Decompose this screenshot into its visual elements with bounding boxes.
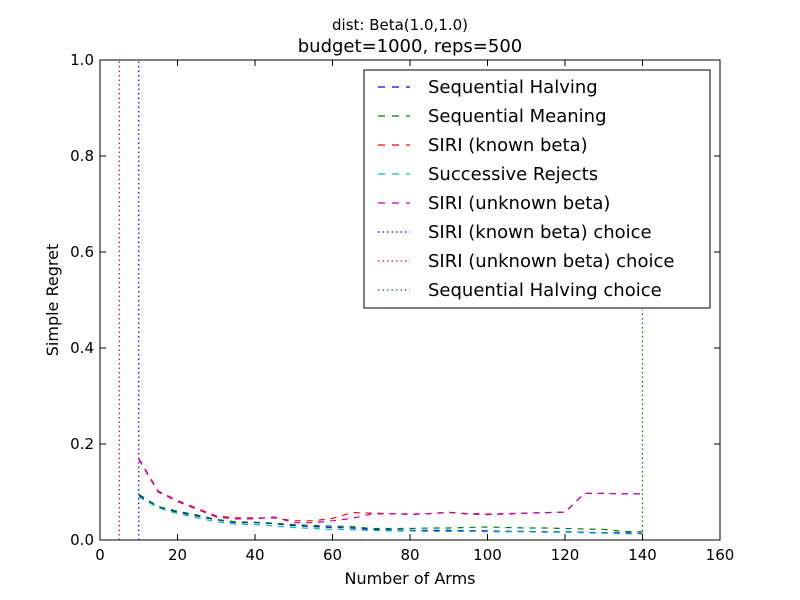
legend-label: SIRI (unknown beta) choice [428,251,674,272]
x-tick-label: 120 [551,546,580,564]
legend-label: Sequential Meaning [428,106,607,127]
series-line-3 [138,458,643,522]
plot-frame [99,59,721,541]
legend-label: SIRI (unknown beta) [428,193,610,214]
x-tick-label: 40 [245,546,264,564]
x-tick-label: 100 [473,546,502,564]
chart-suptitle: dist: Beta(1.0,1.0) [332,16,468,34]
axis-ticks: 0 20 40 60 80 100 120 140 160 0.0 0.2 0.4 0.6 0.8 1.0 [70,51,734,564]
x-axis-label: Number of Arms [344,569,475,588]
legend-label: SIRI (known beta) choice [428,222,652,243]
legend-label: Sequential Halving [428,77,598,98]
legend-label: SIRI (known beta) [428,135,588,156]
y-tick-label: 0.0 [70,531,94,549]
x-tick-label: 140 [628,546,657,564]
y-tick-label: 0.6 [70,243,94,261]
y-tick-label: 1.0 [70,51,94,69]
y-axis-label: Simple Regret [43,244,62,356]
y-tick-label: 0.8 [70,147,94,165]
legend: Sequential Halving Sequential Meaning SIRI… [363,69,711,309]
x-tick-label: 0 [95,546,105,564]
plot-area [118,60,644,540]
x-tick-label: 80 [400,546,419,564]
series-line-2 [138,493,643,533]
x-tick-label: 20 [168,546,187,564]
legend-box [363,69,711,309]
x-tick-label: 160 [706,546,735,564]
y-tick-label: 0.4 [70,339,94,357]
series-line-5 [138,459,643,524]
y-tick-label: 0.2 [70,435,94,453]
legend-label: Sequential Halving choice [428,280,662,301]
chart-title: budget=1000, reps=500 [298,36,522,57]
series-line-4 [138,496,643,535]
series-line-1 [138,494,643,534]
x-tick-label: 60 [323,546,342,564]
legend-label: Successive Rejects [428,164,598,185]
